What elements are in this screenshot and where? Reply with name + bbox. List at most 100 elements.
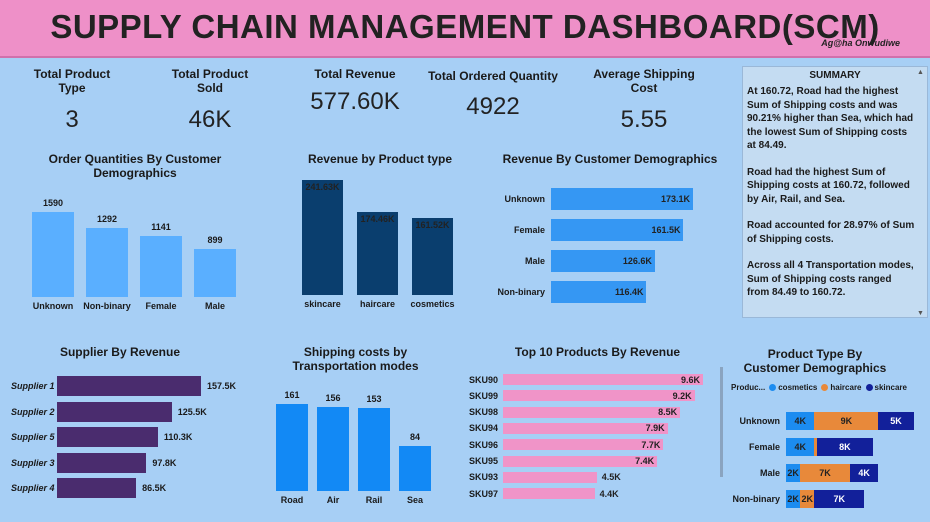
legend-title: Produc...: [731, 383, 766, 392]
data-label: 7K: [819, 468, 831, 478]
stack-segment: [814, 412, 879, 430]
data-label: 4.4K: [599, 488, 619, 499]
stack-segment: [786, 412, 815, 430]
category-label: Supplier 5: [11, 432, 55, 442]
data-label: 7.9K: [645, 423, 665, 434]
bar: [358, 408, 390, 491]
category-label: SKU98: [469, 407, 499, 418]
category-label: cosmetics: [410, 299, 455, 309]
chart-title-orders: Order Quantities By Customer Demographic…: [48, 152, 222, 180]
summary-panel[interactable]: SUMMARY At 160.72, Road had the highest …: [742, 66, 928, 318]
category-label: Female: [748, 442, 780, 452]
data-label: 84: [409, 431, 420, 442]
data-label: 126.6K: [622, 256, 652, 266]
author-label: Ag@ha Onwudiwe: [821, 38, 900, 48]
category-label: haircare: [359, 299, 396, 309]
data-label: 157.5K: [207, 381, 237, 391]
kpi-value: 577.60K: [310, 88, 400, 115]
category-label: SKU90: [469, 374, 499, 385]
data-label: 1590: [42, 198, 64, 208]
stack-segment: [800, 464, 850, 482]
data-label: 156: [325, 392, 341, 403]
kpi-label: Total Ordered Quantity: [428, 69, 558, 83]
data-label: 125.5K: [177, 406, 207, 417]
category-label: Male: [524, 256, 545, 266]
kpi-label: Total Product Type: [33, 67, 111, 95]
stack-segment: [816, 438, 874, 456]
stack-segment: [800, 490, 815, 508]
category-label: SKU94: [469, 423, 499, 434]
stack-segment: [786, 464, 801, 482]
bar: [503, 422, 668, 434]
bar: [302, 180, 343, 295]
bar: [551, 281, 647, 303]
bar: [412, 218, 453, 295]
category-label: SKU99: [469, 390, 499, 401]
data-label: 116.4K: [614, 287, 644, 297]
data-label: 161: [284, 390, 300, 400]
category-label: Male: [204, 301, 225, 311]
data-label: 9K: [840, 416, 853, 426]
category-label: Non-binary: [732, 494, 780, 504]
category-label: Air: [326, 495, 340, 505]
data-label: 153: [366, 394, 382, 405]
chart-title-revdemo: Revenue By Customer Demographics: [502, 152, 718, 166]
stack-segment: [814, 490, 865, 508]
legend-item[interactable]: haircare: [830, 383, 862, 392]
scroll-up-icon[interactable]: ▲: [917, 69, 924, 76]
category-label: Non-binary: [83, 301, 131, 311]
legend-item[interactable]: skincare: [874, 383, 907, 392]
summary-text: At 160.72, Road had the highest Sum of S…: [743, 81, 927, 300]
summary-paragraph: Road had the highest Sum of Shipping cos…: [747, 166, 910, 205]
category-label: Unknown: [32, 301, 74, 311]
data-label: 161.52K: [415, 220, 450, 231]
bar: [503, 390, 695, 402]
data-label: 86.5K: [142, 483, 167, 493]
kpi-total-revenue: Total Revenue 577.60K: [290, 67, 420, 116]
category-label: Female: [513, 225, 545, 235]
data-label: 1292: [96, 213, 118, 224]
category-label: Non-binary: [497, 287, 545, 297]
data-label: 161.5K: [651, 225, 681, 235]
stack-segment: [878, 412, 914, 430]
bar: [503, 439, 664, 451]
bar: [551, 219, 684, 241]
legend-dot-icon: [821, 384, 829, 392]
bar: [194, 248, 236, 297]
stack-segment: [786, 438, 815, 456]
chart-revdemo: 173.1K Unknown 161.5K Female 126.6K Male 116.4…: [495, 180, 710, 310]
bar: [503, 406, 681, 418]
data-label: 7.7K: [641, 439, 661, 450]
bar: [357, 211, 398, 295]
chart-supplier: 157.5K Supplier 1 125.5K Supplier 2 110.3K Su…: [5, 372, 275, 502]
chart-shipping: 161 Road 156 Air 153 Rail 84 Sea: [270, 385, 440, 510]
summary-paragraph: At 160.72, Road had the highest Sum of S…: [747, 86, 914, 151]
bar: [140, 236, 182, 297]
data-label: 2K: [787, 468, 799, 478]
chart-title-revtype: Revenue by Product type: [307, 152, 453, 166]
category-label: SKU97: [469, 488, 499, 499]
summary-scrollbar[interactable]: ▲ ▼: [916, 68, 926, 318]
legend-item[interactable]: cosmetics: [778, 383, 818, 392]
bar: [317, 406, 349, 491]
bar: [399, 445, 431, 491]
category-label: Unknown: [504, 194, 546, 204]
bar: [57, 452, 147, 473]
top10-scrollbar[interactable]: [720, 367, 723, 477]
header-bar: [0, 0, 930, 58]
data-label: 5K: [890, 416, 902, 426]
data-label: 8.5K: [658, 407, 678, 418]
category-label: SKU95: [469, 456, 499, 466]
chart-ptype: 4K 9K 5K Unknown 4K 8K Female 2K 7K 4K Male 2K 2K 7K N…: [728, 407, 928, 512]
chart-title-top10: Top 10 Products By Revenue: [514, 345, 681, 359]
stack-segment: [814, 438, 817, 456]
data-label: 4K: [858, 468, 870, 478]
scroll-down-icon[interactable]: ▼: [917, 310, 924, 317]
kpi-label: Average Shipping Cost: [593, 67, 695, 95]
bar: [86, 227, 128, 297]
bar: [57, 427, 158, 447]
data-label: 8K: [839, 442, 851, 452]
data-label: 1141: [151, 222, 171, 232]
kpi-value: 3: [65, 106, 79, 133]
bar: [551, 188, 693, 210]
